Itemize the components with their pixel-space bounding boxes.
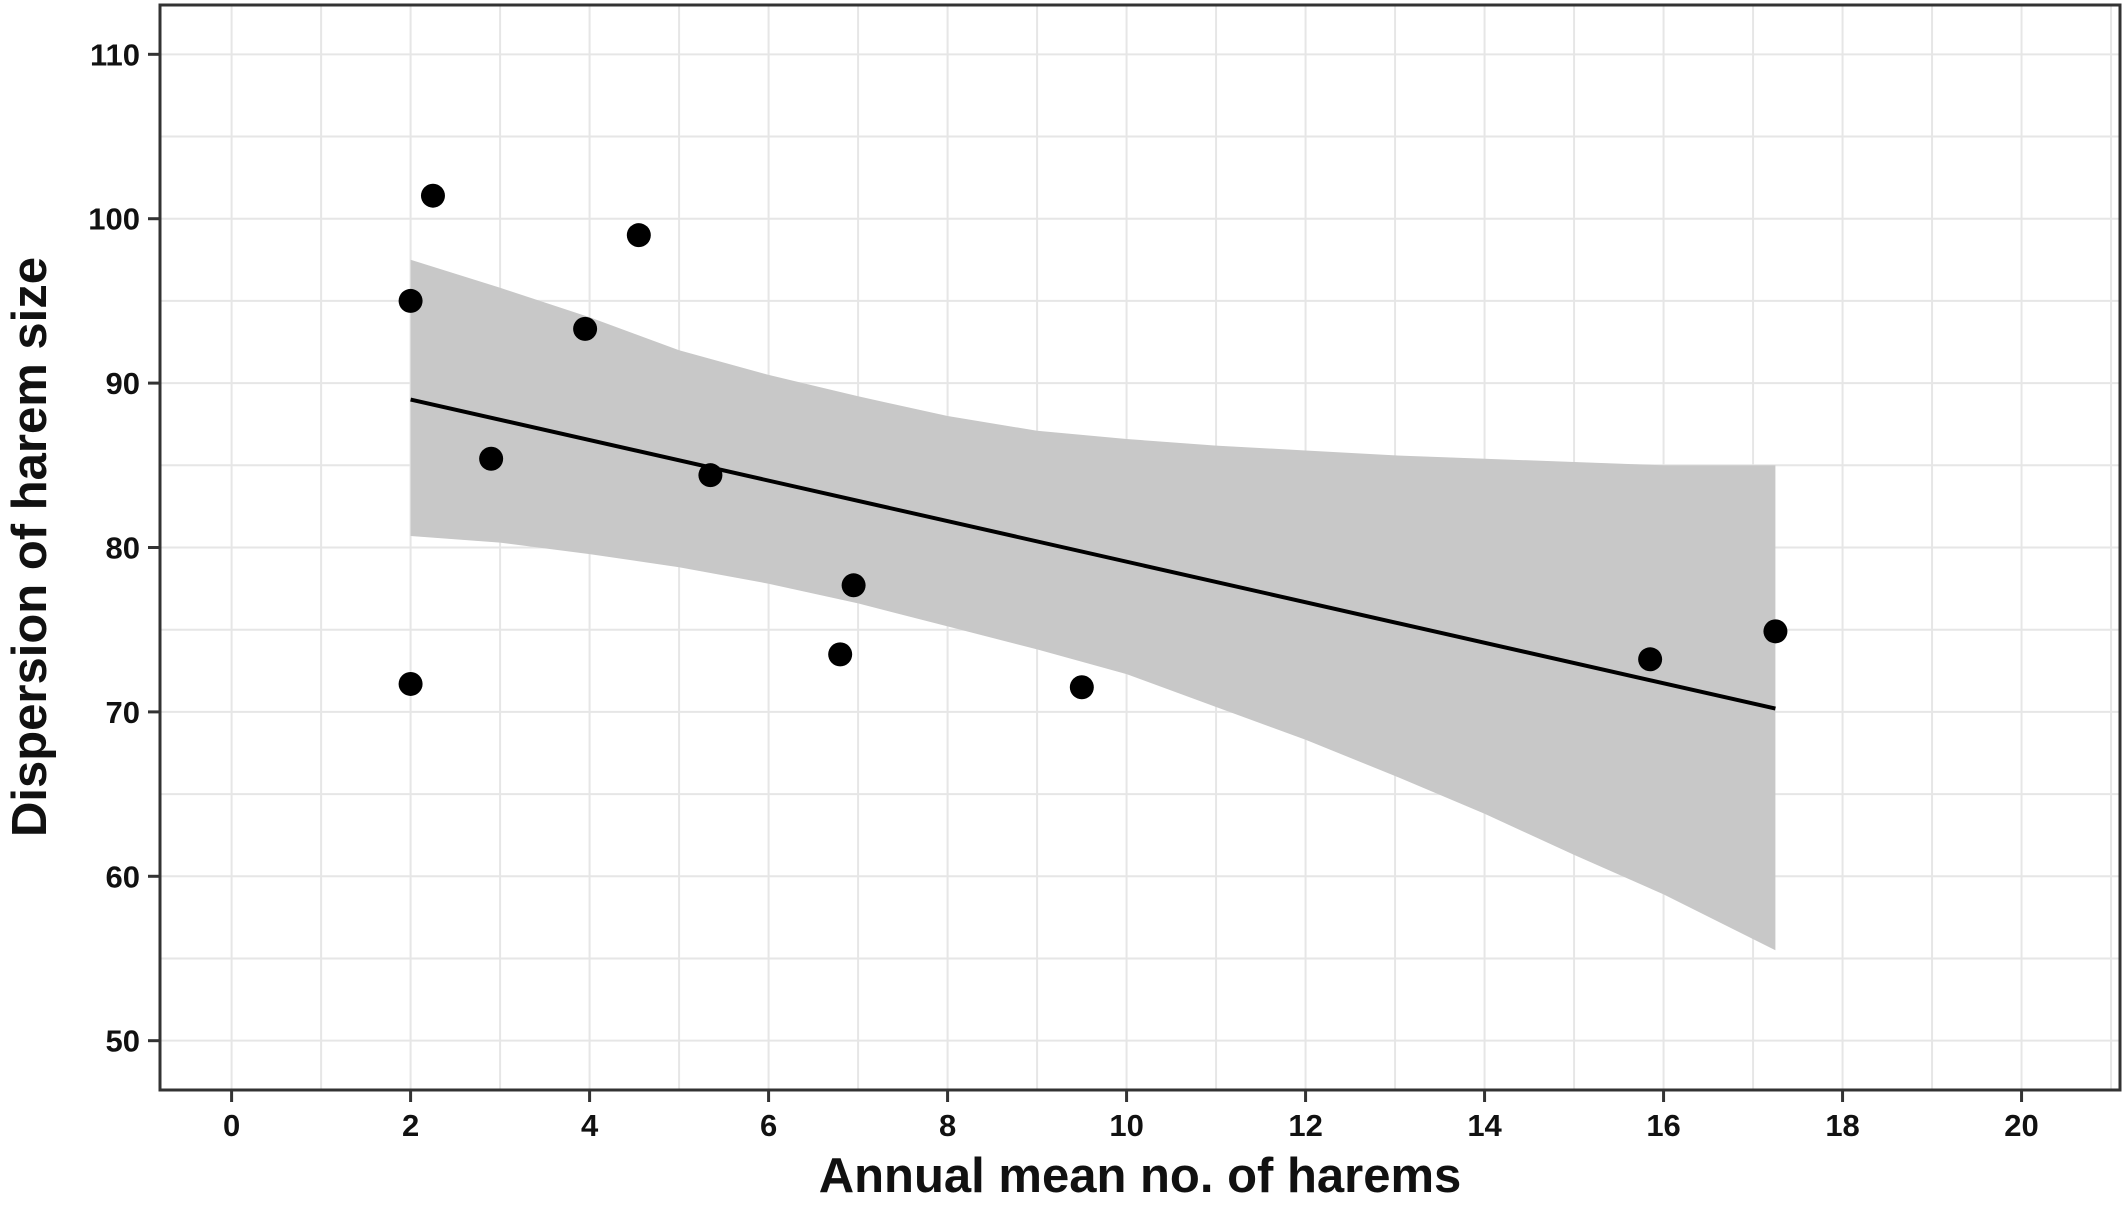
y-tick-label: 50 [106, 1024, 140, 1059]
x-tick-label: 4 [581, 1108, 599, 1143]
data-point [398, 288, 423, 313]
y-tick-label: 70 [106, 695, 140, 730]
data-point [398, 671, 423, 696]
data-point [573, 316, 598, 341]
data-point [1638, 647, 1663, 672]
x-tick-label: 2 [402, 1108, 419, 1143]
data-point [841, 573, 866, 598]
x-tick-label: 16 [1646, 1108, 1680, 1143]
x-tick-label: 18 [1825, 1108, 1859, 1143]
x-tick-label: 20 [2004, 1108, 2038, 1143]
y-axis-title: Dispersion of harem size [3, 257, 57, 837]
y-tick-label: 90 [106, 366, 140, 401]
x-axis-title: Annual mean no. of harems [819, 1149, 1462, 1200]
data-points-group [398, 183, 1788, 700]
y-tick-label: 60 [106, 859, 140, 894]
trend-line-group [410, 397, 1776, 711]
data-point [479, 446, 504, 471]
x-tick-label: 6 [760, 1108, 777, 1143]
x-tick-label: 10 [1109, 1108, 1143, 1143]
x-tick-label: 8 [939, 1108, 956, 1143]
x-tick-label: 14 [1467, 1108, 1502, 1143]
x-axis: 0 2 4 6 8 10 12 14 16 18 20 [223, 1090, 2039, 1143]
x-tick-label: 0 [223, 1108, 240, 1143]
confidence-band-group [410, 259, 1776, 951]
data-point [1763, 619, 1788, 644]
data-point [1069, 675, 1094, 700]
y-axis: 50 60 70 80 90 100 110 [88, 37, 160, 1059]
y-tick-label: 80 [106, 531, 140, 566]
x-tick-label: 12 [1288, 1108, 1322, 1143]
trend-line [410, 397, 1776, 711]
confidence-band [410, 259, 1776, 951]
data-point [828, 642, 853, 667]
data-point [698, 463, 723, 488]
data-point [420, 183, 445, 208]
y-tick-label: 100 [88, 202, 140, 237]
data-point [626, 223, 651, 248]
y-tick-label: 110 [90, 37, 140, 72]
